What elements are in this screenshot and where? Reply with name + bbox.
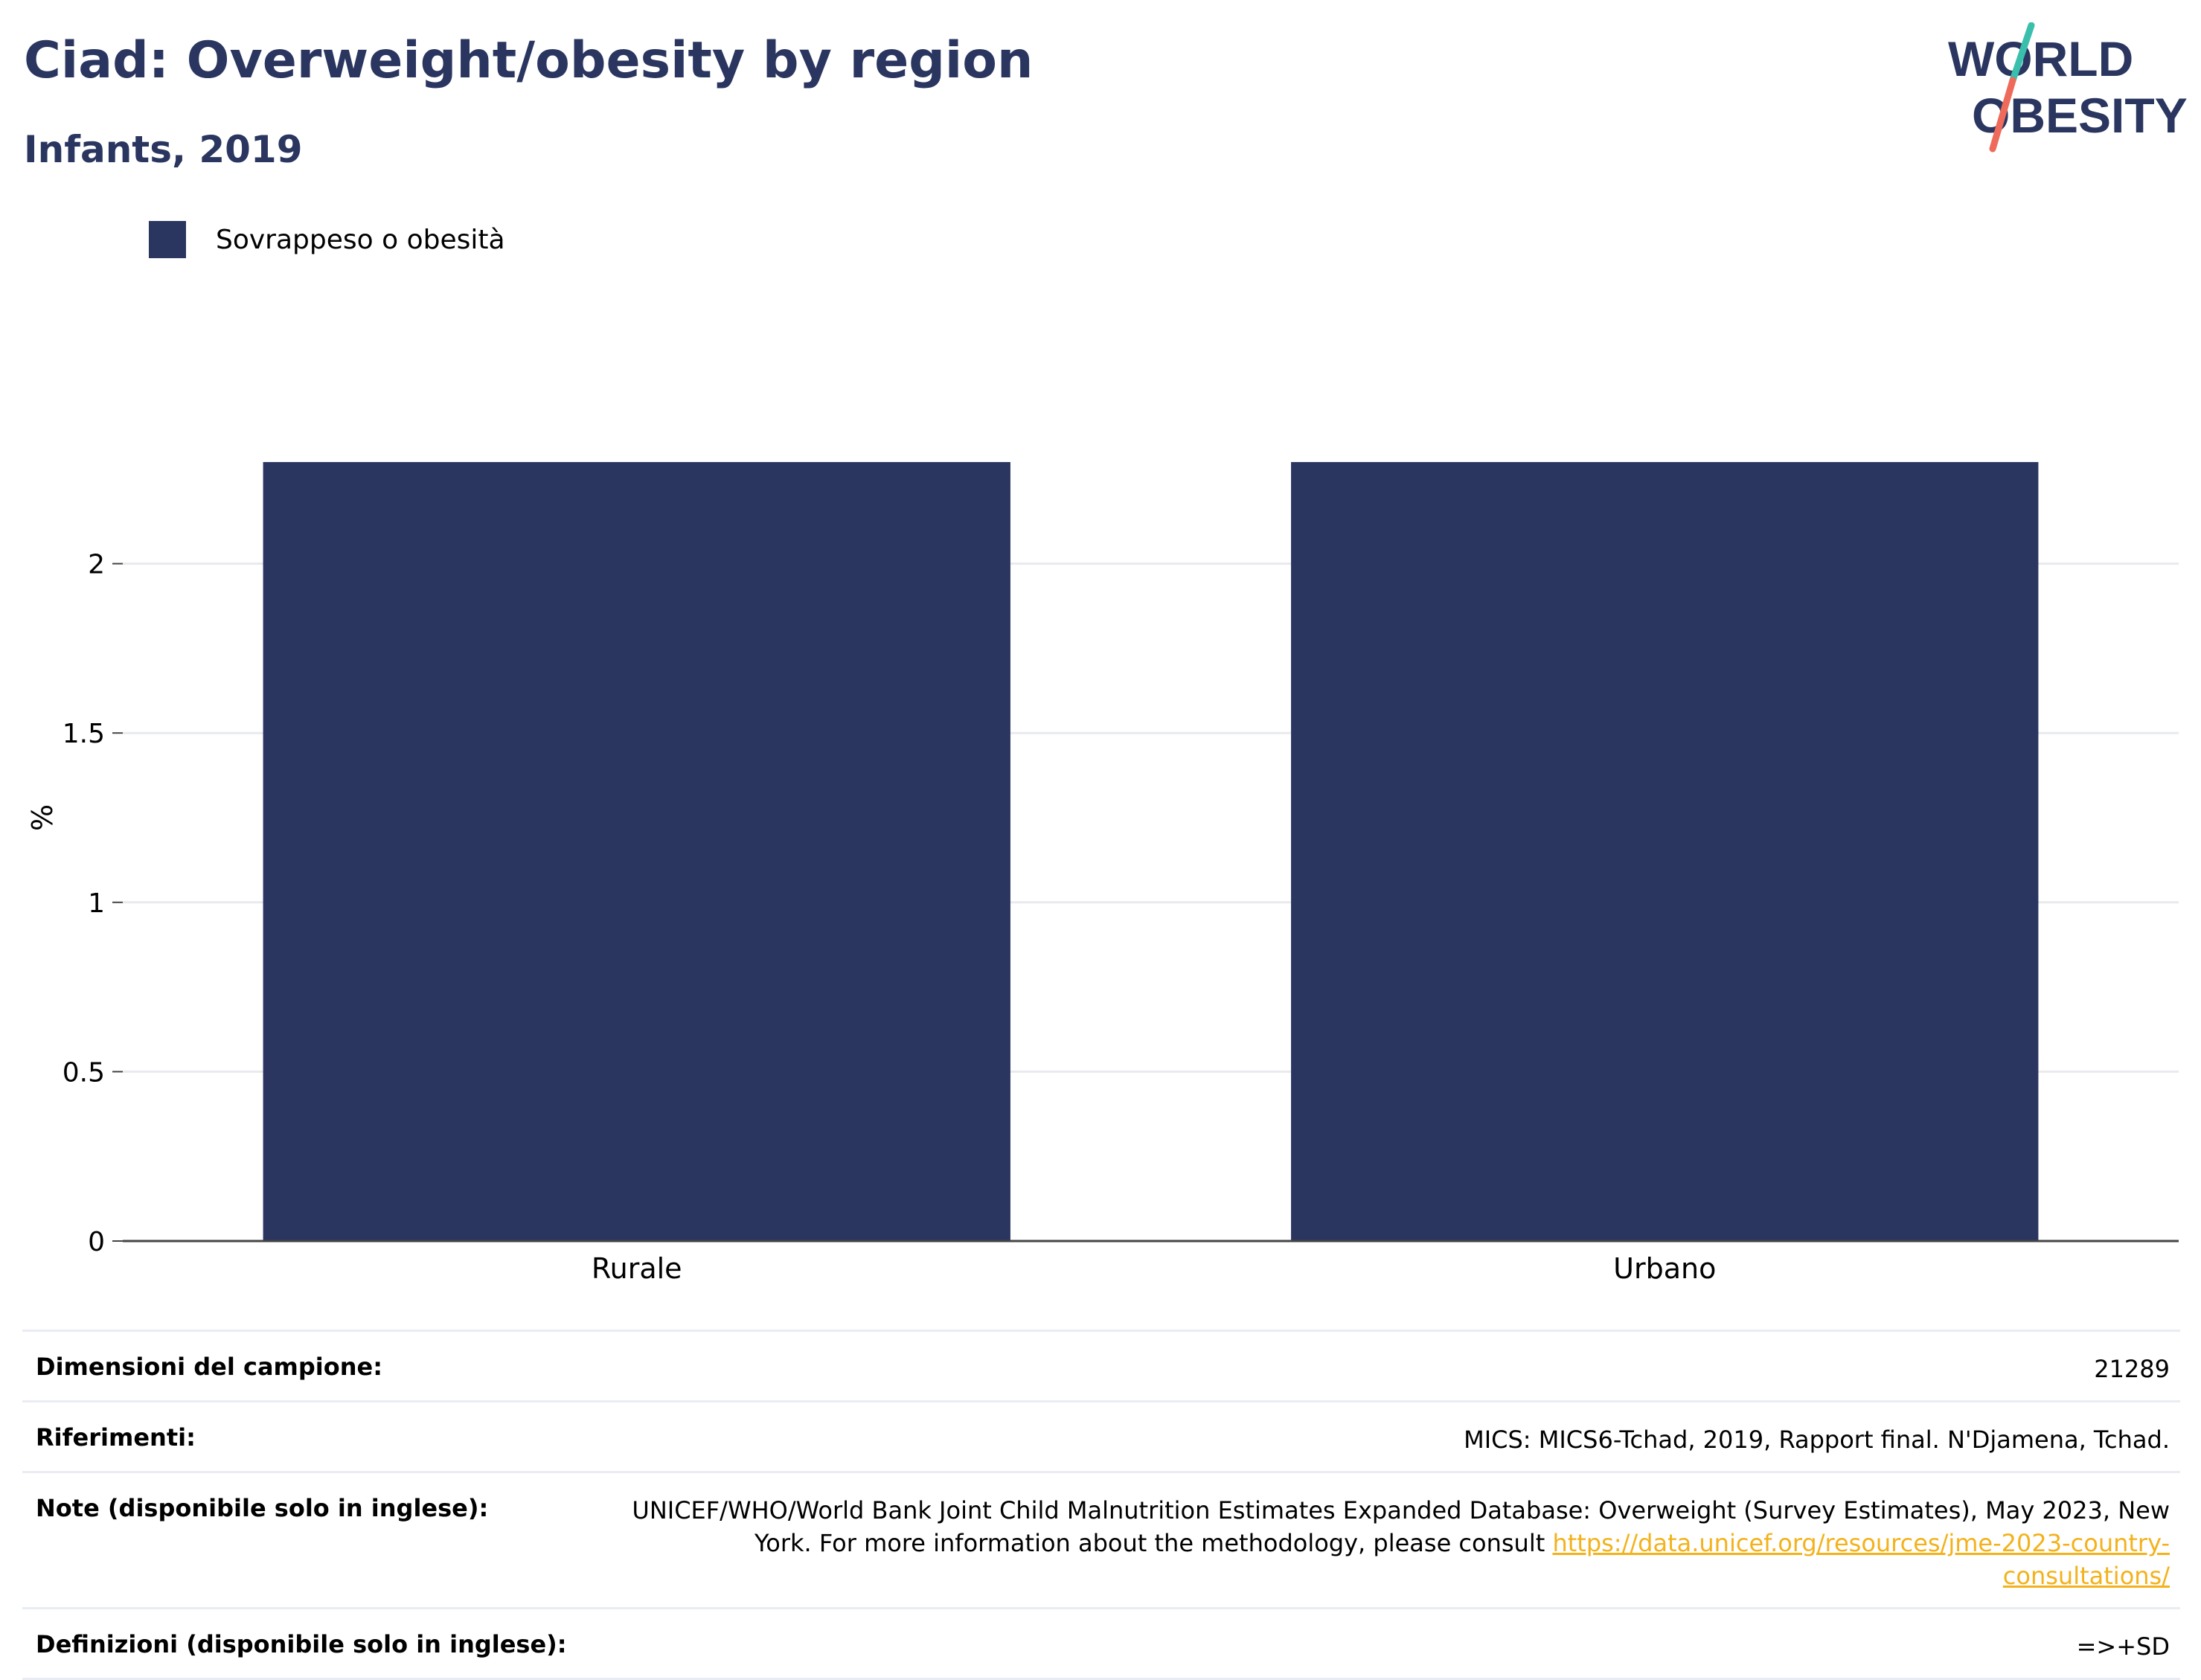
logo-slash-teal xyxy=(2009,22,2035,84)
meta-row-definitions: Definizioni (disponibile solo in inglese… xyxy=(22,1607,2180,1680)
methodology-link[interactable]: https://data.unicef.org/resources/jme-20… xyxy=(1552,1529,2170,1590)
bars xyxy=(263,462,2039,1241)
bar-urbano xyxy=(1291,462,2039,1241)
meta-label-sample-size: Dimensioni del campione: xyxy=(36,1353,383,1381)
legend-swatch-overweight xyxy=(149,221,186,258)
meta-row-notes: Note (disponibile solo in inglese): UNIC… xyxy=(22,1471,2180,1607)
meta-label-notes: Note (disponibile solo in inglese): xyxy=(36,1494,489,1522)
meta-value-references: MICS: MICS6-Tchad, 2019, Rapport final. … xyxy=(1464,1426,2170,1454)
y-tick-label-3: 1.5 xyxy=(63,719,105,749)
meta-value-definitions: =>+SD xyxy=(2076,1632,2170,1661)
y-axis-label: % xyxy=(26,804,59,831)
x-tick-label-rurale: Rurale xyxy=(592,1252,682,1285)
bar-chart: 0 0.5 1 1.5 2 Rurale Urbano% xyxy=(26,462,2179,1285)
bar-rurale xyxy=(263,462,1010,1241)
meta-value-notes: UNICEF/WHO/World Bank Joint Child Malnut… xyxy=(622,1494,2170,1592)
meta-notes-text: UNICEF/WHO/World Bank Joint Child Malnut… xyxy=(632,1496,2170,1557)
y-tick-label-0: 0 xyxy=(88,1227,105,1257)
meta-label-definitions: Definizioni (disponibile solo in inglese… xyxy=(36,1630,567,1658)
y-tick-label-2: 1 xyxy=(88,888,105,919)
meta-row-references: Riferimenti: MICS: MICS6-Tchad, 2019, Ra… xyxy=(22,1400,2180,1471)
legend-label-overweight: Sovrappeso o obesità xyxy=(216,224,505,255)
axes: 0 0.5 1 1.5 2 Rurale Urbano% xyxy=(26,550,2179,1285)
meta-row-sample-size: Dimensioni del campione: 21289 xyxy=(22,1330,2180,1400)
world-obesity-logo: WORLD OBESITY xyxy=(1948,22,2188,153)
logo-text-world: WORLD xyxy=(1948,31,2133,86)
y-tick-label-4: 2 xyxy=(88,550,105,580)
y-tick-label-1: 0.5 xyxy=(63,1057,105,1088)
metadata-table: Dimensioni del campione: 21289 Riferimen… xyxy=(22,1330,2180,1680)
chart-legend: Sovrappeso o obesità xyxy=(149,220,505,259)
x-tick-label-urbano: Urbano xyxy=(1613,1252,1716,1285)
logo-slash-coral xyxy=(1989,77,2016,153)
meta-value-sample-size: 21289 xyxy=(2094,1355,2170,1383)
chart-subtitle: Infants, 2019 xyxy=(24,128,303,171)
meta-label-references: Riferimenti: xyxy=(36,1423,196,1452)
chart-title: Ciad: Overweight/obesity by region xyxy=(24,31,1034,90)
